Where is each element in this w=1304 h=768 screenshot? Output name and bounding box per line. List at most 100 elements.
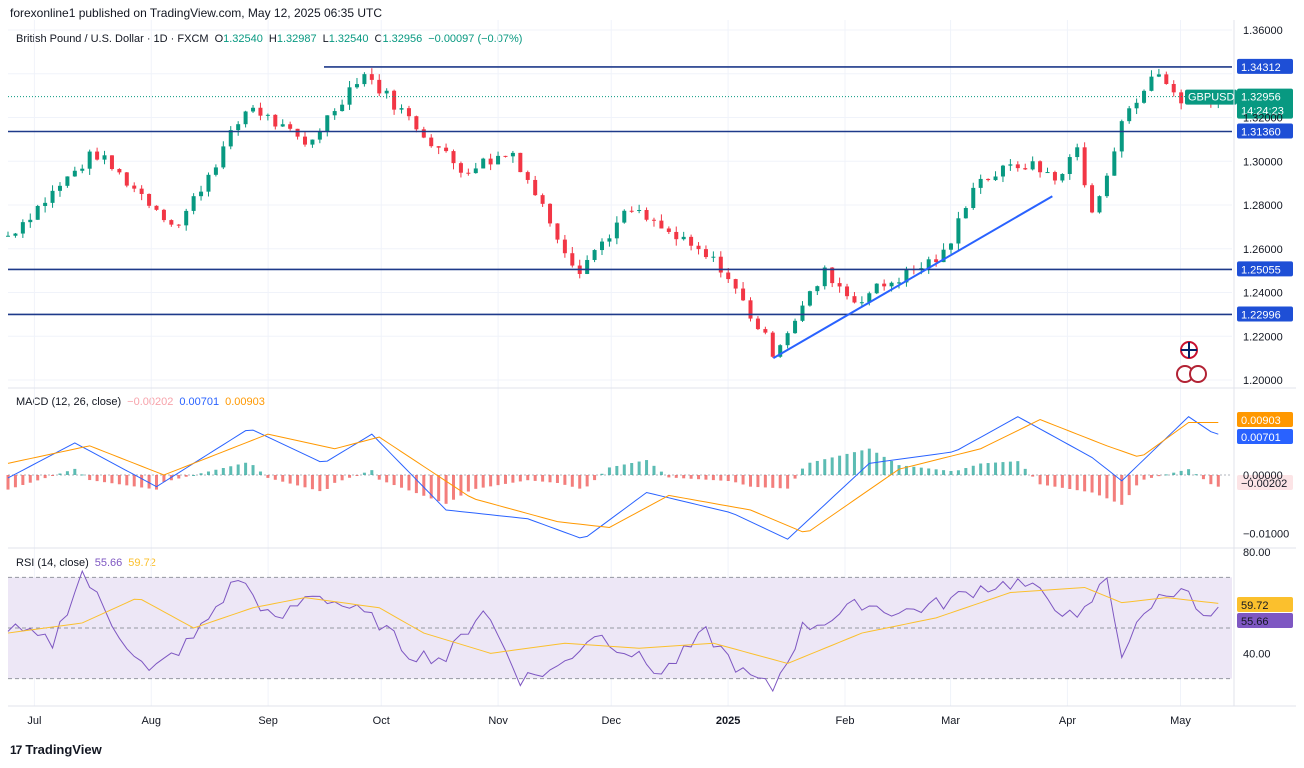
rsi-ma-tag-label: 59.72 [1241,600,1269,612]
candle-body [555,223,560,240]
macd-histogram-bar [852,452,856,475]
macd-histogram-bar [645,460,649,475]
candle-body [332,111,337,116]
macd-histogram-bar [1053,475,1057,487]
macd-histogram-bar [21,475,25,485]
macd-histogram-bar [489,475,493,487]
macd-signal-tag-label: 0.00903 [1241,415,1281,427]
macd-histogram-bar [949,470,953,475]
candle-body [347,87,352,105]
macd-histogram-bar [251,465,255,475]
time-axis-tick: 2025 [716,715,740,727]
rsi-value-tag-label: 55.66 [1241,616,1269,628]
symbol-title: British Pound / U.S. Dollar · 1D · FXCM [16,33,209,45]
macd-histogram-bar [429,475,433,499]
macd-histogram-bar [830,457,834,475]
macd-histogram-bar [800,468,804,475]
rsi-ma-tag [1237,597,1293,612]
candle-body [429,137,434,147]
candle-body [614,222,619,239]
candle-body [941,249,946,263]
macd-histogram-bar [771,475,775,488]
macd-histogram-bar [697,475,701,480]
macd-histogram-bar [333,475,337,483]
candle-body [978,178,983,188]
candle-body [600,241,605,251]
time-axis-tick: Mar [941,715,960,727]
macd-histogram-bar [392,475,396,486]
ohlc-open: O1.32540 [214,33,263,45]
horizontal-levels[interactable]: 1.34312 1.31360 1.25055 1.22996 GBPUSD 1.3295… [8,58,1293,322]
last-price-tag [1237,88,1293,119]
macd-histogram-bar [117,475,121,485]
macd-histogram-bar [496,475,500,486]
candle-body [711,256,716,258]
candle-body [199,191,204,197]
trendline[interactable] [772,195,1053,359]
tradingview-watermark[interactable]: 17 TradingView [10,742,102,757]
candle-body [607,238,612,242]
macd-histogram-bar [1142,475,1146,480]
macd-histogram-bar [377,475,381,480]
candle-body [637,209,642,211]
candle-body [473,168,478,174]
macd-histogram-bar [808,462,812,475]
price-axis-tick: 1.24000 [1243,288,1283,300]
macd-histogram-bar [875,452,879,475]
candle-body [733,279,738,289]
candle-body [1119,121,1124,152]
macd-histogram-bar [80,474,84,476]
time-axis-tick: Apr [1059,715,1076,727]
macd-histogram-bar [303,475,307,488]
candle-body [236,124,241,131]
macd-histogram-bar [132,475,136,487]
macd-signal-line [7,419,1219,533]
macd-histogram-bar [555,475,559,483]
macd-histogram-bar [756,475,760,488]
candle-body [384,90,389,94]
macd-histogram-bar [73,468,77,475]
candle-body [510,152,515,157]
macd-line [7,416,1219,540]
macd-histogram-bar [607,467,611,475]
macd-histogram-bar [13,475,17,488]
candle-body [176,224,181,226]
candle-body [755,318,760,330]
macd-histogram-bar [110,475,114,484]
price-axis-tick: 1.32000 [1243,113,1283,125]
macd-histogram-bar [741,475,745,485]
macd-axis-tick: −0.01000 [1243,528,1289,540]
candle-body [213,167,218,175]
candle-body [525,172,530,180]
candle-body [132,185,137,189]
price-axis-tick: 1.28000 [1243,200,1283,212]
candle-body [399,108,404,110]
candle-body [793,320,798,334]
candle-body [458,163,463,173]
macd-histogram-bar [986,463,990,475]
macd-histogram-bar [192,475,196,476]
macd-histogram-bar [355,475,359,476]
candle-body [295,128,300,137]
macd-histogram-bar [867,448,871,475]
macd-histogram-bar [43,475,47,479]
macd-histogram-bar [659,471,663,475]
macd-histogram-bar [1083,475,1087,492]
macd-histogram-bar [162,475,166,482]
macd-histogram-bar [370,470,374,475]
candle-body [102,155,107,160]
macd-histogram-bar [51,475,55,476]
time-axis-tick: May [1170,715,1191,727]
candle-body [852,296,857,303]
level-price-tag [1237,261,1293,277]
macd-histogram-bar [318,475,322,492]
axes: 1.36000 1.32000 1.30000 1.28000 1.26000 1.240… [8,20,1296,727]
ticker-tag [1185,89,1237,105]
macd-histogram-bar [927,468,931,475]
candle-body [622,210,627,223]
macd-histogram-bar [674,475,678,478]
candle-body [874,283,879,294]
candle-body [718,256,723,273]
